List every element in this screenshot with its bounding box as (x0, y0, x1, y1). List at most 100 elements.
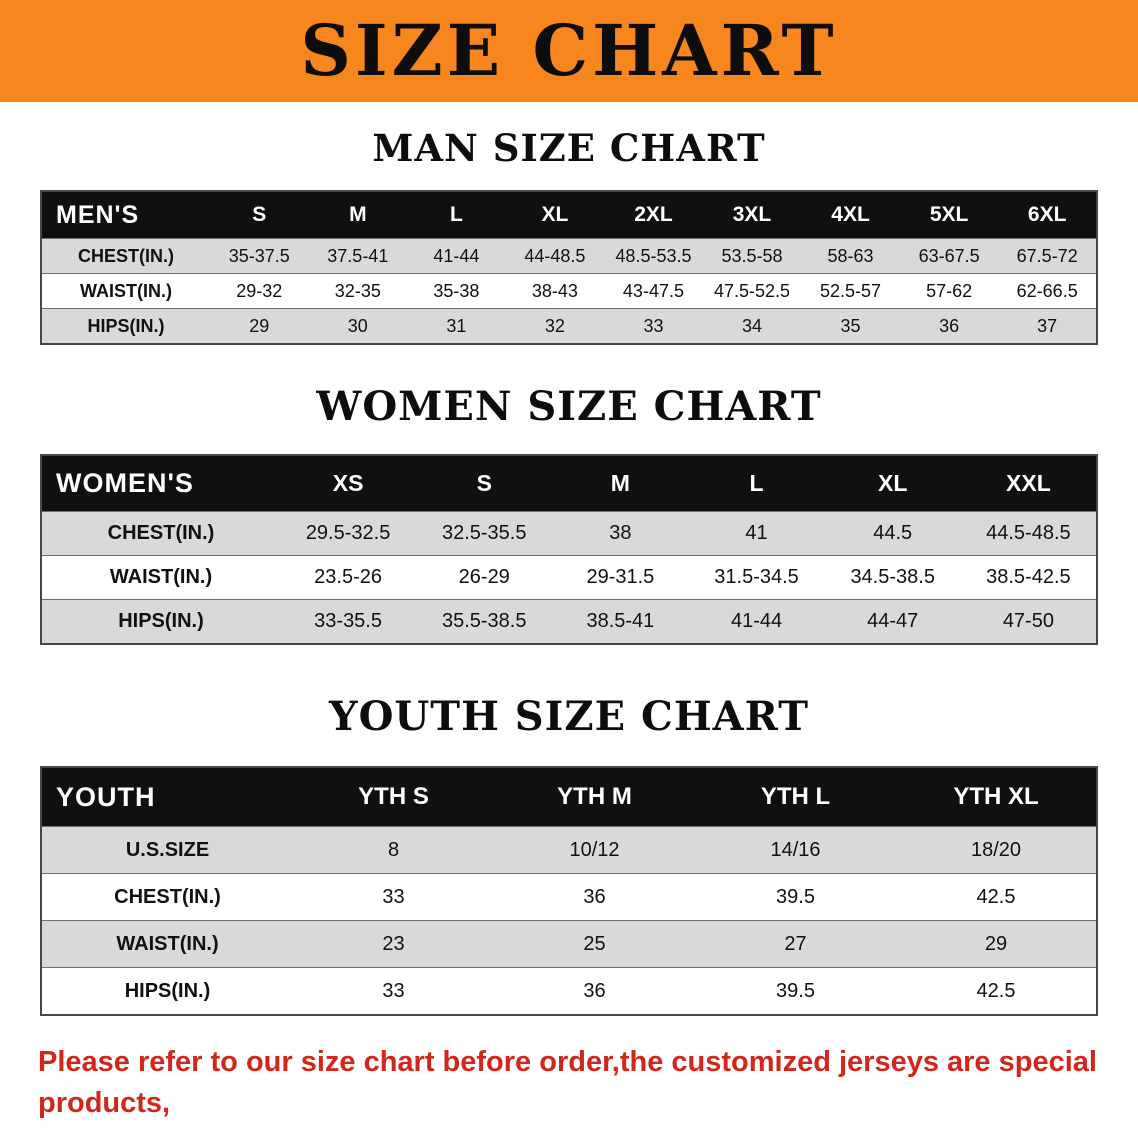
women-column-header: XS (280, 455, 417, 512)
men-column-header: XL (505, 191, 605, 239)
men-column-header: 6XL (998, 191, 1097, 239)
youth-column-header: YTH M (494, 767, 695, 827)
women-table-title: WOMEN'S (41, 455, 280, 512)
men-table-row: HIPS(IN.) 29 30 31 32 33 34 35 36 37 (41, 308, 1097, 344)
cell-value: 38 (609, 522, 632, 544)
note-line-2: we don't accept cancel, change, teturn o… (38, 1124, 1100, 1132)
men-table-row: CHEST(IN.) 35-37.5 37.5-41 41-44 44-48.5 48.5… (41, 238, 1097, 274)
women-column-header: L (688, 455, 825, 512)
women-column-header: M (552, 455, 689, 512)
cell-value: 32 (544, 315, 565, 336)
cell-value: 33 (382, 885, 405, 908)
cell-value: 62-66.5 (1016, 280, 1078, 301)
cell-value: 53.5-58 (721, 245, 783, 266)
cell-value: 35-37.5 (228, 245, 290, 266)
cell-value: 33-35.5 (314, 610, 382, 632)
youth-table-title: YOUTH (41, 767, 293, 827)
cell-value: 10/12 (569, 838, 620, 861)
women-header-row: WOMEN'S XS S M L XL XXL (41, 455, 1097, 512)
cell-value: 14/16 (770, 838, 821, 861)
row-label: CHEST(IN.) (78, 245, 174, 266)
cell-value: 36 (583, 979, 606, 1002)
note-line-1: Please refer to our size chart before or… (38, 1046, 1097, 1120)
cell-value: 44-47 (867, 610, 919, 632)
cell-value: 41 (745, 522, 768, 544)
cell-value: 44.5-48.5 (986, 522, 1071, 544)
banner-title: SIZE CHART (300, 9, 838, 92)
youth-size-table: YOUTH YTH S YTH M YTH L YTH XL U.S.SIZE 8 10/12… (40, 766, 1098, 1016)
youth-table-row: CHEST(IN.) 33 36 39.5 42.5 (41, 873, 1097, 921)
row-label: HIPS(IN.) (87, 315, 165, 336)
cell-value: 48.5-53.5 (615, 245, 692, 266)
women-table-row: HIPS(IN.) 33-35.5 35.5-38.5 38.5-41 41-44 44-… (41, 599, 1097, 644)
cell-value: 29.5-32.5 (305, 522, 391, 544)
men-column-header: 5XL (899, 191, 999, 239)
cell-value: 47-50 (1002, 610, 1054, 632)
row-label: WAIST(IN.) (109, 566, 213, 588)
cell-value: 29-31.5 (586, 566, 655, 588)
cell-value: 26-29 (458, 566, 510, 588)
men-column-header: L (407, 191, 506, 239)
men-column-header: 3XL (702, 191, 802, 239)
cell-value: 35 (840, 315, 861, 336)
men-size-table: MEN'S S M L XL 2XL 3XL 4XL 5XL 6XL CHEST(IN.) 35-37… (40, 190, 1098, 345)
row-label: CHEST(IN.) (114, 885, 221, 908)
row-label: WAIST(IN.) (80, 280, 172, 301)
youth-table-row: WAIST(IN.) 23 25 27 29 (41, 920, 1097, 968)
women-column-header: XXL (960, 455, 1097, 512)
women-column-header: S (416, 455, 553, 512)
cell-value: 34.5-38.5 (850, 566, 935, 588)
women-section-heading: WOMEN SIZE CHART (316, 383, 822, 430)
sections-root: MAN SIZE CHART MEN'S S M L XL 2XL 3XL 4XL 5XL 6XL C… (0, 126, 1138, 1016)
cell-value: 52.5-57 (820, 280, 882, 301)
cell-value: 30 (347, 315, 368, 336)
men-section-heading: MAN SIZE CHART (372, 126, 766, 170)
cell-value: 23.5-26 (314, 566, 382, 588)
cell-value: 37.5-41 (327, 245, 389, 266)
cell-value: 34 (741, 315, 763, 336)
row-label: U.S.SIZE (125, 838, 210, 861)
cell-value: 36 (939, 315, 960, 336)
men-table-row: WAIST(IN.) 29-32 32-35 35-38 38-43 43-47.5 47.… (41, 273, 1097, 309)
cell-value: 8 (387, 838, 400, 861)
cell-value: 42.5 (976, 885, 1016, 908)
cell-value: 58-63 (827, 245, 874, 266)
youth-column-header: YTH S (293, 767, 494, 827)
cell-value: 47.5-52.5 (713, 280, 791, 301)
row-label: CHEST(IN.) (107, 522, 215, 544)
cell-value: 39.5 (776, 885, 815, 908)
cell-value: 27 (784, 932, 807, 955)
cell-value: 41-44 (433, 245, 480, 266)
cell-value: 18/20 (970, 838, 1022, 861)
men-table-title: MEN'S (41, 191, 210, 239)
men-column-header: S (210, 191, 309, 239)
cell-value: 38.5-41 (586, 610, 655, 632)
cell-value: 38-43 (531, 280, 578, 301)
youth-table-row: U.S.SIZE 8 10/12 14/16 18/20 (41, 826, 1097, 874)
cell-value: 36 (583, 885, 606, 908)
cell-value: 38.5-42.5 (986, 566, 1071, 588)
cell-value: 31.5-34.5 (714, 566, 799, 588)
cell-value: 39.5 (776, 979, 815, 1002)
cell-value: 32-35 (334, 280, 381, 301)
youth-section-heading: YOUTH SIZE CHART (329, 693, 809, 740)
men-column-header: 4XL (801, 191, 900, 239)
youth-column-header: YTH L (695, 767, 896, 827)
cell-value: 25 (583, 932, 606, 955)
youth-header-row: YOUTH YTH S YTH M YTH L YTH XL (41, 767, 1097, 827)
cell-value: 67.5-72 (1016, 245, 1078, 266)
cell-value: 29-32 (236, 280, 283, 301)
banner: SIZE CHART (0, 0, 1138, 102)
row-label: HIPS(IN.) (124, 979, 211, 1002)
women-size-table: WOMEN'S XS S M L XL XXL CHEST(IN.) 29.5-32.5 32.5… (40, 454, 1098, 645)
cell-value: 33 (643, 315, 664, 336)
men-column-header: 2XL (604, 191, 703, 239)
women-column-header: XL (824, 455, 961, 512)
cell-value: 43-47.5 (622, 280, 684, 301)
cell-value: 31 (446, 315, 467, 336)
cell-value: 44.5 (873, 522, 913, 544)
cell-value: 63-67.5 (918, 245, 980, 266)
cell-value: 42.5 (976, 979, 1016, 1002)
women-table-row: WAIST(IN.) 23.5-26 26-29 29-31.5 31.5-34.5 34… (41, 555, 1097, 600)
